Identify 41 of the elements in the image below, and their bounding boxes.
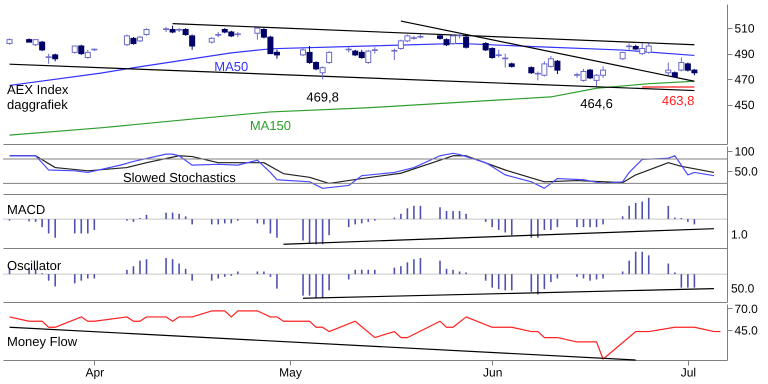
y-tick-label: 470 [734, 72, 755, 87]
line-series [8, 310, 722, 360]
series-label: MA50 [214, 58, 248, 74]
candlestick [320, 66, 326, 80]
annotation: 469,8 [306, 89, 339, 104]
y-tick-label: 50.0 [734, 164, 758, 179]
y-tick-label: 490 [734, 47, 755, 62]
y-tick-label: 100 [734, 144, 755, 158]
y-tick-label: 510 [734, 22, 755, 36]
text: Slowed Stochastics [123, 170, 236, 185]
series-label: 463,8 [662, 92, 694, 108]
text: 1.0 [731, 228, 748, 242]
candlestick [326, 50, 332, 64]
text: Oscillator [7, 258, 62, 273]
x-tick-label: Jun [483, 366, 502, 380]
candlestick [124, 34, 130, 46]
annotation: 464,6 [580, 96, 613, 111]
candlestick [39, 40, 46, 52]
x-tick-label: Apr [85, 366, 104, 380]
candlestick [254, 28, 260, 40]
x-tick-label: May [279, 366, 302, 380]
series-label: MA150 [250, 118, 292, 133]
candlestick [463, 35, 470, 50]
x-tick-label: Jul [680, 366, 696, 380]
line-series [8, 42, 695, 86]
text: Money Flow [7, 334, 78, 349]
y-tick-label: 450 [734, 98, 755, 112]
candlestick [78, 44, 84, 56]
text: AEX Index daggrafiek [7, 82, 69, 112]
candlestick [46, 53, 52, 64]
candlestick [678, 56, 684, 72]
candlestick [502, 53, 508, 68]
candlestick [665, 62, 672, 76]
y-tick-label: 45.0 [734, 323, 758, 338]
line-series [8, 80, 695, 136]
candlestick [587, 68, 594, 80]
candlestick [391, 48, 398, 60]
candlestick [554, 60, 560, 74]
chart-title: MACD [7, 202, 46, 217]
candlestick [189, 34, 196, 50]
y-tick-label: 70.0 [734, 302, 758, 316]
